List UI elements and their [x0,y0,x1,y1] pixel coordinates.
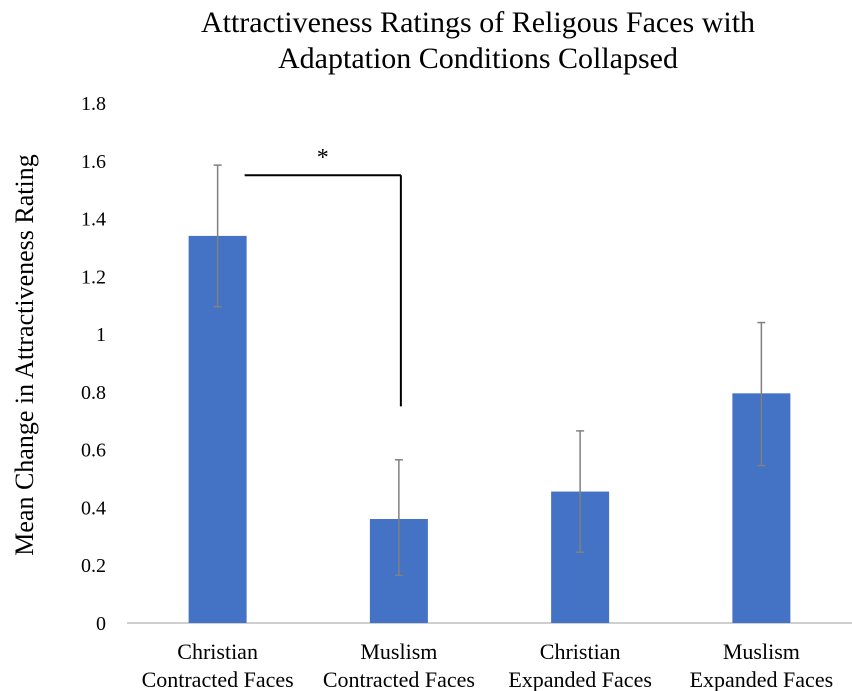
y-axis-ticks: 0 0.2 0.4 0.6 0.8 1 1.2 1.4 1.6 1.8 [81,93,106,635]
y-tick-label: 0.2 [81,555,106,577]
y-tick-label: 0.8 [81,382,106,404]
chart-title-line-1: Attractiveness Ratings of Religous Faces… [201,6,755,39]
y-tick-label: 0.6 [81,440,106,462]
x-category-label-4-line-1: Muslism [723,639,800,664]
x-category-label-1-line-2: Contracted Faces [142,667,294,691]
significance-star: * [317,145,329,171]
x-category-label-3-line-2: Expanded Faces [508,667,652,691]
y-tick-label: 1.6 [81,151,106,173]
x-category-label-1-line-1: Christian [177,639,258,664]
y-tick-label: 0.4 [81,497,106,519]
x-category-label-3-line-1: Christian [540,639,621,664]
error-bars [213,164,766,577]
y-tick-label: 1.2 [81,266,106,288]
y-tick-label: 1 [96,324,106,346]
x-category-label-4-line-2: Expanded Faces [690,667,834,691]
y-tick-label: 0 [96,613,106,635]
significance-bracket: * [244,145,402,407]
y-tick-label: 1.4 [81,209,106,231]
bars [188,235,791,623]
x-category-label-2-line-2: Contracted Faces [323,667,475,691]
y-axis-label: Mean Change in Attractiveness Rating [10,154,39,555]
y-tick-label: 1.8 [81,93,106,115]
chart-title: Attractiveness Ratings of Religous Faces… [201,6,755,75]
chart-title-line-2: Adaptation Conditions Collapsed [278,42,678,75]
x-axis-categories: Christian Contracted Faces Muslism Contract… [142,639,834,691]
x-category-label-2-line-1: Muslism [360,639,437,664]
